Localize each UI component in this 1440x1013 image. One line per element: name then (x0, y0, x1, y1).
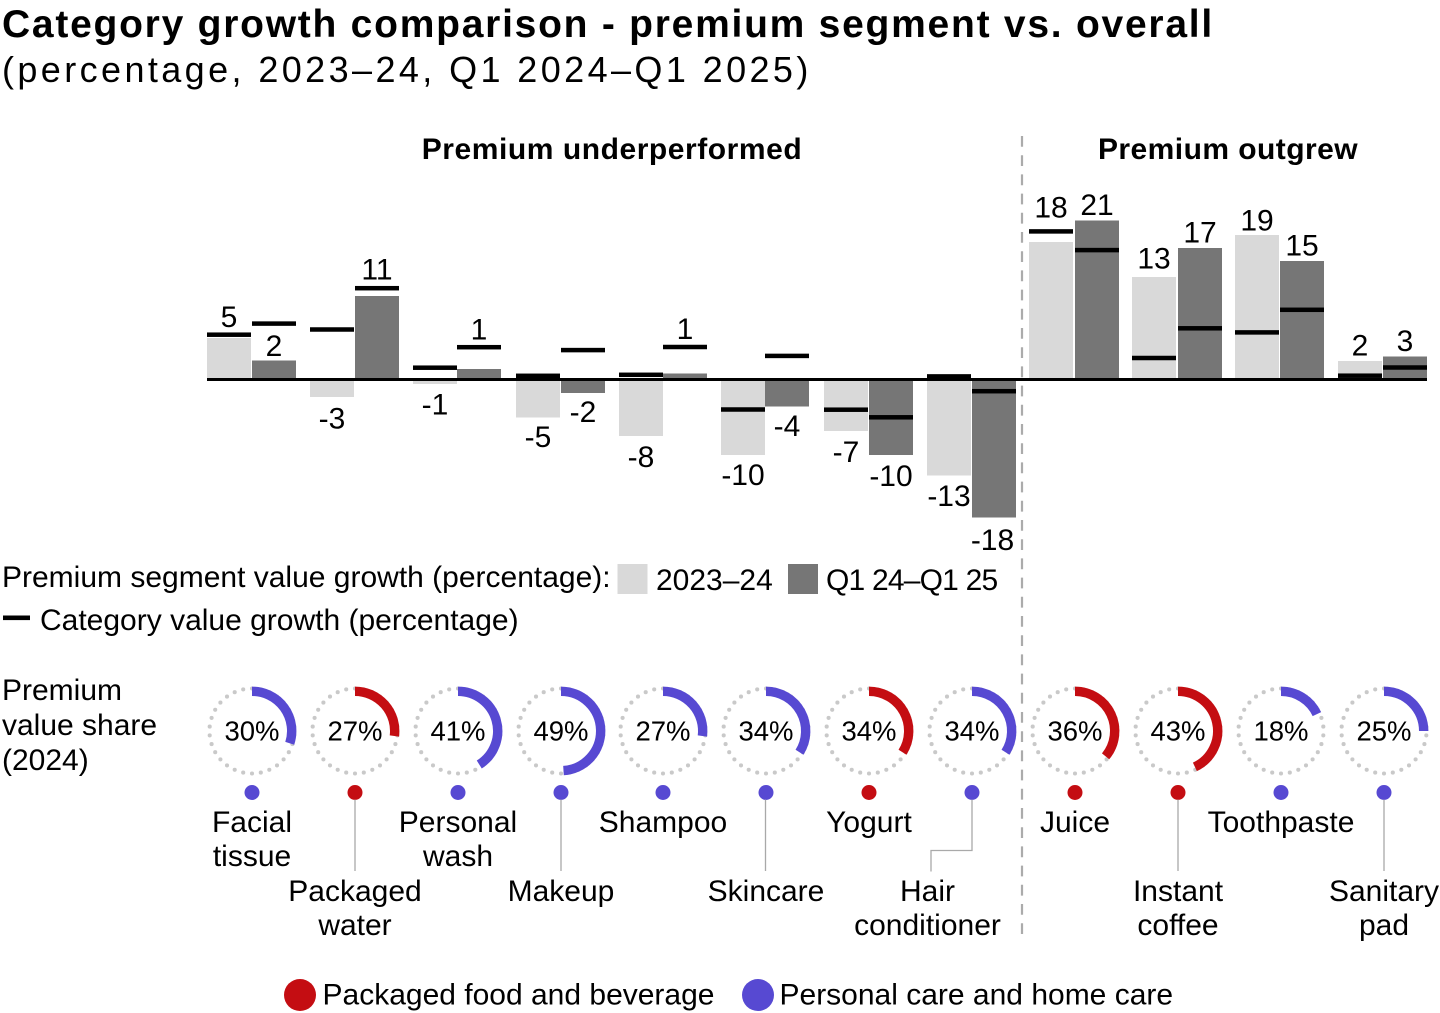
svg-text:19: 19 (1240, 205, 1273, 238)
svg-text:Premium: Premium (2, 674, 122, 707)
svg-text:34%: 34% (738, 716, 793, 747)
svg-text:-7: -7 (833, 436, 860, 469)
svg-text:-4: -4 (774, 410, 801, 443)
svg-text:18%: 18% (1253, 716, 1308, 747)
svg-text:25%: 25% (1356, 716, 1411, 747)
svg-text:-13: -13 (927, 480, 970, 513)
svg-text:-18: -18 (971, 524, 1014, 557)
svg-text:coffee: coffee (1137, 909, 1218, 942)
svg-text:34%: 34% (841, 716, 896, 747)
svg-text:Packaged food and beverage: Packaged food and beverage (323, 979, 715, 1012)
svg-text:(percentage, 2023–24, Q1 2024–: (percentage, 2023–24, Q1 2024–Q1 2025) (2, 49, 812, 90)
svg-text:-3: -3 (319, 403, 346, 436)
svg-text:-5: -5 (525, 421, 552, 454)
svg-text:Hair: Hair (900, 875, 955, 908)
svg-text:30%: 30% (224, 716, 279, 747)
svg-text:27%: 27% (327, 716, 382, 747)
svg-text:value share: value share (2, 709, 157, 742)
svg-text:Premium underperformed: Premium underperformed (422, 133, 803, 166)
svg-text:36%: 36% (1047, 716, 1102, 747)
svg-text:13: 13 (1137, 243, 1170, 276)
svg-text:Skincare: Skincare (708, 875, 825, 908)
svg-text:Shampoo: Shampoo (599, 806, 727, 839)
svg-text:water: water (317, 909, 391, 942)
svg-text:-2: -2 (570, 396, 597, 429)
svg-text:-1: -1 (422, 389, 449, 422)
svg-text:Personal: Personal (399, 806, 517, 839)
svg-text:5: 5 (221, 301, 238, 334)
svg-text:2023–24: 2023–24 (656, 564, 773, 597)
svg-text:Category value growth (percent: Category value growth (percentage) (40, 604, 519, 637)
svg-text:17: 17 (1183, 217, 1216, 250)
svg-text:Packaged: Packaged (288, 875, 421, 908)
svg-text:pad: pad (1359, 909, 1409, 942)
svg-text:Instant: Instant (1133, 875, 1224, 908)
svg-text:Premium segment value growth (: Premium segment value growth (percentage… (2, 561, 611, 594)
svg-text:-10: -10 (721, 459, 764, 492)
svg-text:Facial: Facial (212, 806, 292, 839)
svg-text:Yogurt: Yogurt (826, 806, 912, 839)
svg-text:Personal care and home care: Personal care and home care (780, 979, 1174, 1012)
svg-text:49%: 49% (533, 716, 588, 747)
svg-text:27%: 27% (635, 716, 690, 747)
svg-text:2: 2 (266, 330, 283, 363)
svg-text:tissue: tissue (213, 840, 291, 873)
svg-text:Sanitary: Sanitary (1329, 875, 1439, 908)
svg-text:1: 1 (471, 314, 488, 347)
svg-text:41%: 41% (430, 716, 485, 747)
svg-text:Premium outgrew: Premium outgrew (1098, 133, 1358, 166)
svg-text:Category growth comparison - p: Category growth comparison - premium seg… (2, 3, 1214, 46)
svg-text:Makeup: Makeup (508, 875, 615, 908)
svg-text:Toothpaste: Toothpaste (1208, 806, 1355, 839)
svg-text:(2024): (2024) (2, 744, 89, 777)
svg-text:34%: 34% (944, 716, 999, 747)
svg-text:Juice: Juice (1040, 806, 1110, 839)
svg-text:wash: wash (422, 840, 493, 873)
svg-text:21: 21 (1080, 189, 1113, 222)
svg-text:conditioner: conditioner (854, 909, 1001, 942)
svg-text:3: 3 (1397, 325, 1414, 358)
svg-text:43%: 43% (1150, 716, 1205, 747)
svg-text:1: 1 (677, 313, 694, 346)
svg-text:-8: -8 (628, 441, 655, 474)
svg-text:-10: -10 (869, 460, 912, 493)
svg-text:Q1 24–Q1 25: Q1 24–Q1 25 (826, 564, 997, 597)
svg-text:11: 11 (361, 254, 392, 287)
svg-text:18: 18 (1034, 192, 1067, 225)
svg-text:2: 2 (1352, 330, 1369, 363)
svg-text:15: 15 (1285, 230, 1318, 263)
